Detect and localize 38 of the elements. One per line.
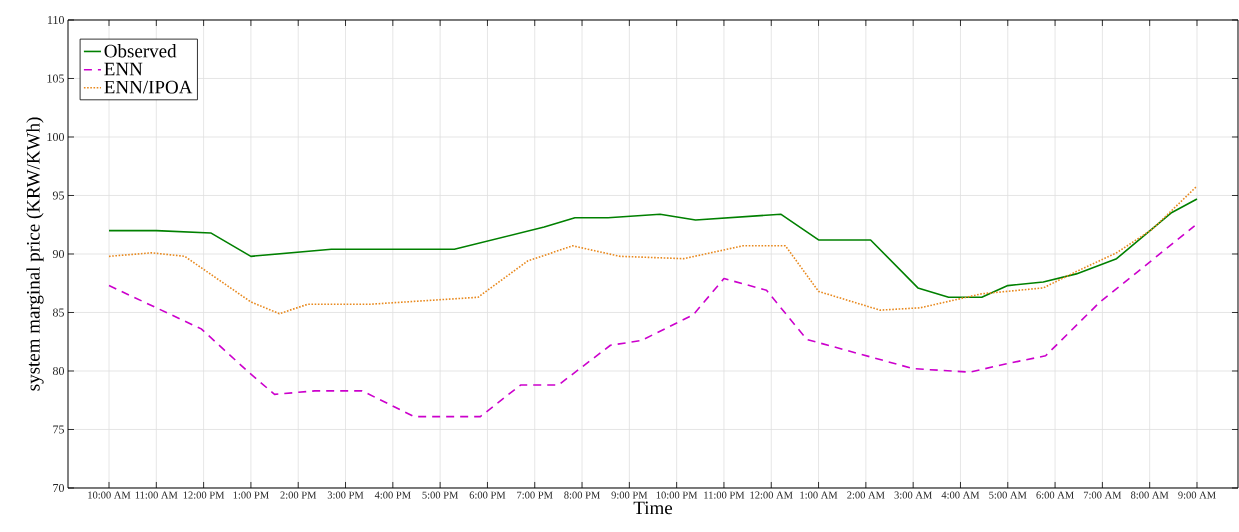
x-tick-label: 7:00 PM [517, 491, 553, 499]
x-tick-label: 6:00 PM [469, 491, 506, 499]
x-tick-label: 3:00 PM [327, 491, 364, 499]
x-tick-label: 11:00 AM [135, 491, 178, 499]
x-tick-label: 10:00 AM [88, 491, 131, 499]
x-tick-label: 2:00 AM [847, 491, 885, 499]
legend-label: ENN [104, 62, 143, 76]
y-tick-label: 110 [47, 15, 65, 25]
legend-label: ENN/IPOA [104, 80, 193, 94]
x-tick-label: 4:00 AM [941, 491, 980, 499]
x-tick-label: 8:00 AM [1130, 491, 1169, 499]
y-tick-label: 75 [53, 425, 65, 434]
x-tick-label: 1:00 PM [233, 491, 269, 499]
x-tick-label: 12:00 AM [750, 491, 793, 499]
y-axis-title: system marginal price (KRW/KWh) [26, 117, 44, 391]
x-tick-label: 8:00 PM [564, 491, 600, 499]
y-tick-label: 100 [47, 132, 65, 142]
y-tick-label: 90 [52, 249, 65, 259]
x-tick-label: 5:00 PM [422, 491, 459, 499]
x-tick-label: 9:00 AM [1178, 491, 1216, 499]
y-tick-label: 80 [52, 366, 65, 376]
x-axis-title: Time [633, 501, 673, 515]
y-tick-label: 105 [47, 74, 65, 83]
y-tick-label: 70 [53, 483, 65, 493]
x-tick-label: 10:00 PM [656, 491, 698, 499]
x-tick-label: 11:00 PM [704, 491, 745, 499]
x-tick-label: 7:00 AM [1083, 491, 1122, 499]
x-tick-label: 2:00 PM [280, 491, 317, 499]
legend-label: Observed [104, 44, 177, 58]
x-tick-label: 12:00 PM [183, 491, 225, 499]
x-tick-label: 6:00 AM [1036, 491, 1074, 499]
x-tick-label: 5:00 AM [989, 491, 1027, 499]
y-tick-label: 85 [52, 308, 65, 317]
y-tick-label: 95 [52, 191, 65, 200]
x-tick-label: 4:00 PM [374, 491, 411, 499]
x-tick-label: 1:00 AM [800, 491, 838, 499]
x-tick-label: 9:00 PM [611, 491, 648, 499]
x-tick-label: 3:00 AM [894, 491, 932, 499]
